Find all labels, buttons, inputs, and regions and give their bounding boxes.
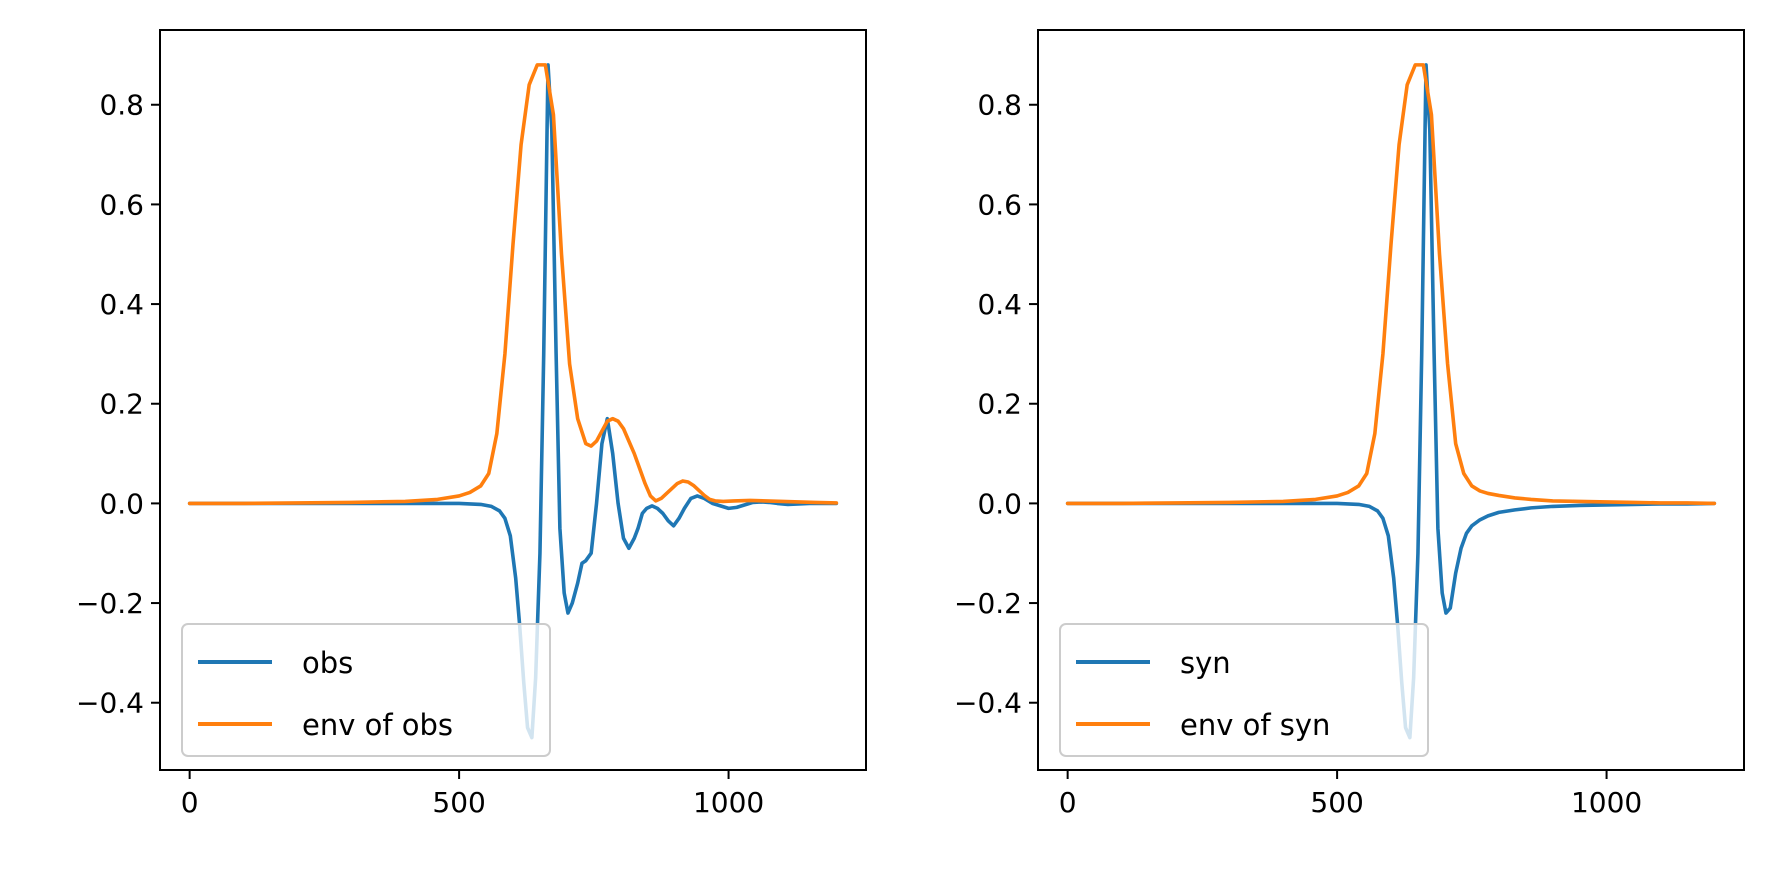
chart-panel-2: 0 500 1000 −0.4 −0.2 0.0 0.2 0.4 0.6 0.8 syn env of… <box>954 29 1745 819</box>
y-tick-label: 0.4 <box>99 288 144 321</box>
x-tick-label: 500 <box>1310 786 1363 819</box>
legend-label-1: syn <box>1180 646 1231 680</box>
y-tick-label: −0.4 <box>954 687 1022 720</box>
legend-label-2: env of obs <box>302 708 453 742</box>
y-tick-label: −0.4 <box>76 687 144 720</box>
series-line-1 <box>1065 63 1717 740</box>
y-tick-label: 0.0 <box>977 487 1022 520</box>
legend-box <box>181 623 551 757</box>
x-tick-label: 0 <box>1059 786 1077 819</box>
axes-frame <box>159 29 867 771</box>
y-tick-label: 0.8 <box>977 89 1022 122</box>
legend: syn env of syn <box>1059 623 1429 757</box>
x-tick-label: 0 <box>181 786 199 819</box>
legend-label-1: obs <box>302 646 353 680</box>
y-tick-label: 0.2 <box>977 388 1022 421</box>
series-line-1 <box>187 63 839 740</box>
y-tick-label: 0.0 <box>99 487 144 520</box>
x-tick-label: 1000 <box>1571 786 1642 819</box>
axes-frame <box>1037 29 1745 771</box>
y-tick-label: 0.8 <box>99 89 144 122</box>
y-tick-label: −0.2 <box>76 587 144 620</box>
y-tick-label: 0.6 <box>977 188 1022 221</box>
series-line-2 <box>187 63 839 506</box>
legend-label-2: env of syn <box>1180 708 1330 742</box>
y-tick-label: −0.2 <box>954 587 1022 620</box>
x-tick-label: 1000 <box>693 786 764 819</box>
chart-panel-1: 0 500 1000 −0.4 −0.2 0.0 0.2 0.4 0.6 0.8 obs env of… <box>76 29 867 819</box>
y-tick-label: 0.6 <box>99 188 144 221</box>
y-tick-label: 0.2 <box>99 388 144 421</box>
legend: obs env of obs <box>181 623 551 757</box>
series-line-2 <box>1065 63 1717 506</box>
y-tick-label: 0.4 <box>977 288 1022 321</box>
legend-box <box>1059 623 1429 757</box>
x-tick-label: 500 <box>432 786 485 819</box>
